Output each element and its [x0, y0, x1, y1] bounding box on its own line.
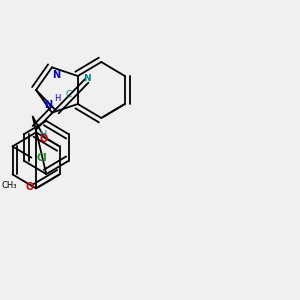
Text: N: N: [52, 70, 60, 80]
Text: C: C: [65, 91, 72, 100]
Text: Cl: Cl: [36, 153, 47, 163]
Text: CH₃: CH₃: [2, 182, 17, 190]
Text: H: H: [55, 94, 61, 103]
Text: N: N: [83, 74, 91, 82]
Text: O: O: [25, 182, 34, 192]
Text: N: N: [44, 100, 52, 110]
Text: H: H: [40, 130, 47, 140]
Text: O: O: [39, 134, 47, 144]
